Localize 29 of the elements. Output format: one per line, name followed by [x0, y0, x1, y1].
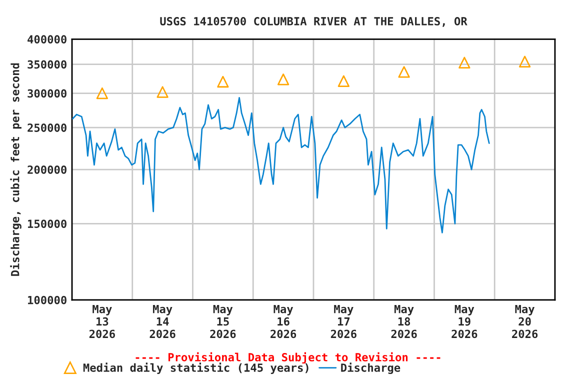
point — [518, 56, 531, 68]
x-tick-label: May 13 2026 — [89, 304, 115, 338]
chart-title: USGS 14105700 COLUMBIA RIVER AT THE DALLES, OR — [160, 17, 468, 27]
y-tick-label: 100000 — [28, 296, 66, 304]
line-series — [72, 97, 490, 234]
point — [277, 74, 290, 86]
y-axis-title: Discharge, cubic feet per second — [10, 63, 22, 276]
text: ---- Provisional Data Subject to Revision ---- — [136, 352, 440, 364]
y-tick-label: 250000 — [28, 124, 66, 132]
x-tick-label: May 14 2026 — [150, 304, 176, 338]
legend-label: Discharge — [341, 362, 400, 374]
point — [338, 75, 350, 87]
y-tick-label: 350000 — [28, 60, 66, 69]
x-tick-label: May 19 2026 — [452, 304, 478, 338]
point — [458, 56, 470, 69]
x-tick-label: May 16 2026 — [270, 304, 296, 338]
point — [156, 86, 168, 98]
point — [217, 76, 229, 88]
x-tick-label: May 18 2026 — [391, 304, 417, 338]
x-tick-label: May 20 2026 — [512, 304, 538, 338]
point — [96, 87, 108, 100]
y-tick-label: 200000 — [28, 166, 66, 174]
point — [398, 66, 410, 78]
legend-label: Median daily statistic (145 years) — [83, 362, 308, 374]
y-tick-label: 300000 — [28, 89, 66, 98]
x-tick-label: May 15 2026 — [210, 304, 236, 338]
y-tick-label: 150000 — [28, 220, 66, 228]
x-tick-label: May 17 2026 — [330, 304, 356, 338]
y-tick-label: 400000 — [28, 35, 66, 44]
